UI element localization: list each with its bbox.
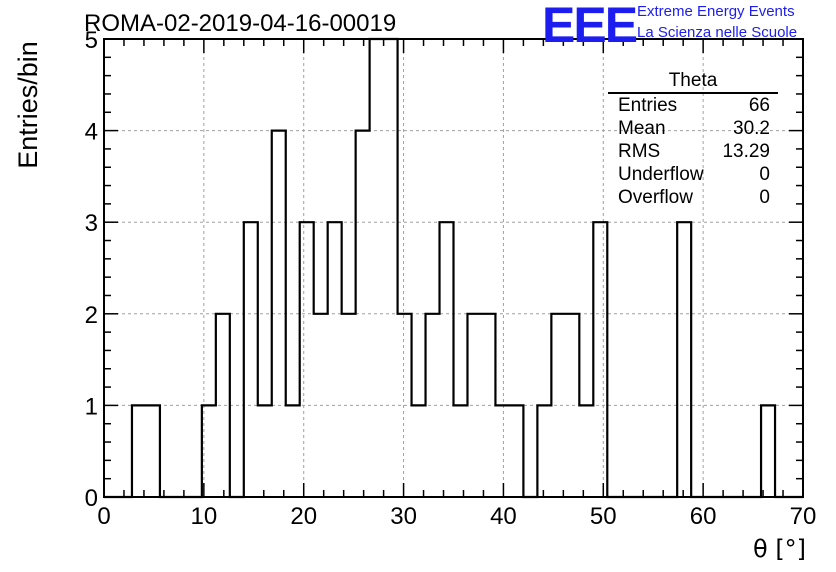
stats-box: Theta Entries 66 Mean 30.2 RMS 13.29 Und… [608,70,778,209]
x-axis-label: θ [°] [753,535,807,563]
stats-label: Overflow [618,187,693,208]
run-title: ROMA-02-2019-04-16-00019 [84,10,397,37]
x-tick-label: 10 [191,503,218,530]
x-tick-label: 70 [790,503,817,530]
stats-row-rms: RMS 13.29 [608,140,778,163]
logo-subtitle-line2: La Scienza nelle Scuole [637,24,798,41]
y-tick-label: 4 [85,119,98,146]
stats-title: Theta [608,70,778,94]
axis-ticks [103,38,804,498]
y-tick-labels: 0 1 2 3 4 5 [85,27,98,512]
x-tick-labels: 0 10 20 30 40 50 60 70 [97,503,816,530]
stats-value: 0 [759,164,770,185]
y-tick-label: 0 [85,485,98,512]
y-tick-label: 3 [85,210,98,237]
stats-row-underflow: Underflow 0 [608,163,778,186]
stats-row-entries: Entries 66 [608,94,778,117]
stats-label: Entries [618,95,678,116]
stats-value: 66 [748,95,770,116]
y-axis-label: Entries/bin [13,41,43,169]
stats-row-overflow: Overflow 0 [608,186,778,209]
x-tick-label: 40 [490,503,517,530]
stats-value: 30.2 [733,118,770,139]
x-tick-label: 50 [590,503,617,530]
stats-row-mean: Mean 30.2 [608,117,778,140]
plot-frame [103,38,804,498]
x-tick-label: 0 [97,503,110,530]
y-tick-label: 1 [85,393,98,420]
logo-subtitle-line1: Extreme Energy Events [637,3,795,20]
stats-label: RMS [618,141,661,162]
eee-logo: EEE [542,0,638,53]
y-tick-label: 2 [85,302,98,329]
stats-value: 13.29 [722,141,770,162]
y-tick-label: 5 [85,27,98,54]
x-tick-label: 30 [390,503,417,530]
x-tick-label: 20 [290,503,317,530]
stats-label: Underflow [618,164,704,185]
stats-value: 0 [759,187,770,208]
x-tick-label: 60 [690,503,717,530]
stats-label: Mean [618,118,666,139]
